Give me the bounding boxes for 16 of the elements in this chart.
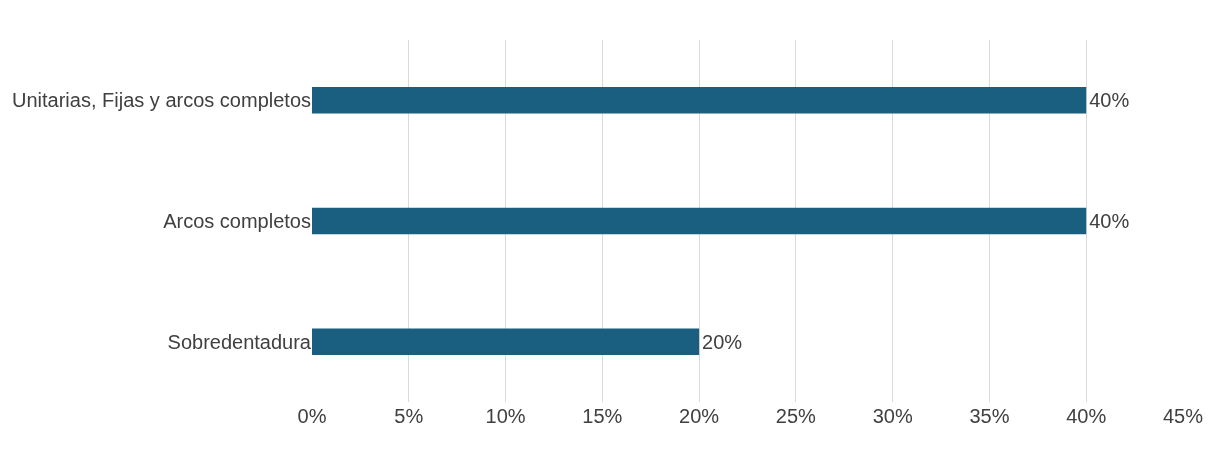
data-label: 40%: [1089, 89, 1130, 112]
x-tick-label: 20%: [679, 405, 720, 427]
x-tick-label: 5%: [394, 405, 424, 427]
x-tick-label: 35%: [969, 405, 1010, 427]
data-label: 20%: [702, 330, 743, 353]
x-tick-label: 25%: [775, 405, 817, 427]
y-tick-label: Arcos completos: [163, 210, 311, 232]
data-label: 40%: [1089, 210, 1130, 232]
x-tick-label: 15%: [582, 405, 623, 427]
y-tick-label: Sobredentadura: [167, 330, 312, 353]
x-tick-label: 10%: [485, 405, 526, 427]
x-tick-label: 40%: [1066, 405, 1107, 427]
x-tick-label: 45%: [1162, 405, 1204, 427]
x-tick-label: 0%: [297, 405, 327, 427]
x-tick-label: 30%: [872, 405, 913, 427]
y-tick-label: Unitarias, Fijas y arcos completos: [12, 89, 311, 112]
